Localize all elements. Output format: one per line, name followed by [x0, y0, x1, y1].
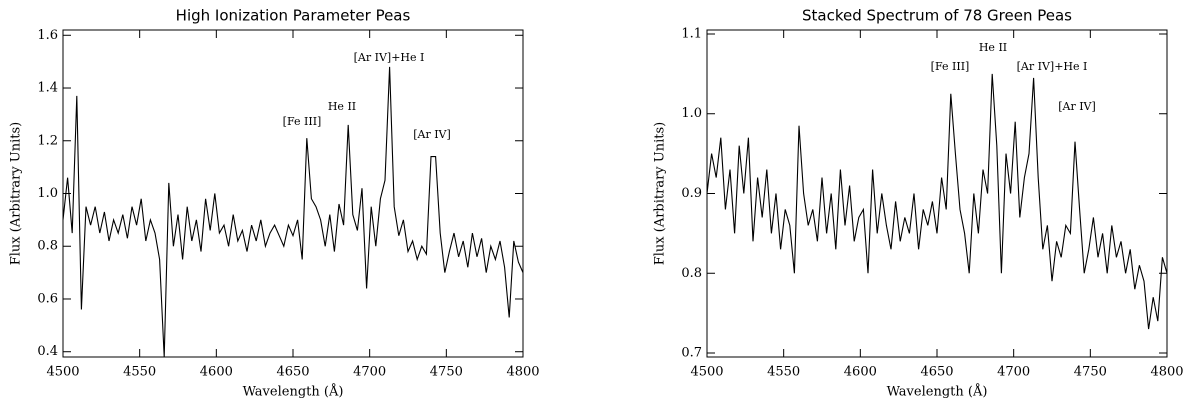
x-tick-label: 4700 — [997, 365, 1030, 380]
x-tick-label: 4800 — [506, 365, 539, 380]
x-tick-label: 4650 — [276, 365, 309, 380]
x-tick-label: 4650 — [920, 365, 953, 380]
spectrum-line — [62, 66, 524, 358]
y-tick-label: 0.6 — [37, 291, 58, 306]
x-tick-label: 4600 — [200, 365, 233, 380]
y-tick-label: 1.0 — [681, 106, 702, 121]
spectrum-line — [706, 73, 1168, 330]
x-tick-label: 4750 — [1074, 365, 1107, 380]
line-annotation: He II — [328, 100, 356, 113]
y-tick-label: 1.4 — [37, 81, 58, 96]
x-axis-label: Wavelength (Å) — [243, 384, 344, 400]
x-tick-label: 4550 — [123, 365, 156, 380]
y-tick-label: 0.9 — [681, 186, 702, 201]
line-annotation: [Ar IV] — [1058, 100, 1096, 113]
y-axis-label: Flux (Arbitrary Units) — [653, 122, 668, 266]
line-annotation: He II — [979, 41, 1007, 54]
y-tick-label: 1.1 — [681, 26, 702, 41]
chart-title: Stacked Spectrum of 78 Green Peas — [802, 7, 1072, 25]
line-annotation: [Fe III] — [931, 60, 970, 73]
x-tick-label: 4500 — [46, 365, 79, 380]
y-tick-label: 1.2 — [37, 133, 58, 148]
x-tick-label: 4750 — [430, 365, 463, 380]
y-axis-label: Flux (Arbitrary Units) — [9, 122, 24, 266]
x-tick-label: 4600 — [844, 365, 877, 380]
chart-title: High Ionization Parameter Peas — [176, 7, 411, 25]
x-axis-label: Wavelength (Å) — [887, 384, 988, 400]
plot-frame — [62, 29, 524, 358]
y-tick-label: 0.8 — [37, 239, 58, 254]
y-tick-label: 1.0 — [37, 186, 58, 201]
y-tick-label: 1.6 — [37, 28, 58, 43]
x-tick-label: 4500 — [690, 365, 723, 380]
x-tick-label: 4550 — [767, 365, 800, 380]
y-tick-label: 0.8 — [681, 266, 702, 281]
line-annotation: [Ar IV]+He I — [1017, 60, 1088, 73]
line-annotation: [Fe III] — [283, 115, 322, 128]
x-tick-label: 4700 — [353, 365, 386, 380]
y-tick-label: 0.4 — [37, 344, 58, 359]
line-annotation: [Ar IV] — [413, 128, 451, 141]
line-annotation: [Ar IV]+He I — [354, 51, 425, 64]
y-tick-label: 0.7 — [681, 346, 702, 361]
x-tick-label: 4800 — [1150, 365, 1183, 380]
